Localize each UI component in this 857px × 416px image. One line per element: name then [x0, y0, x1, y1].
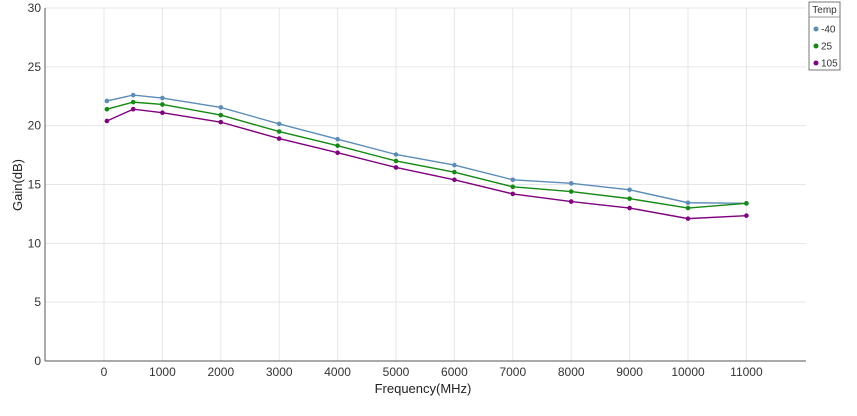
x-tick-label: 1000 [149, 365, 176, 379]
y-tick-label: 10 [28, 236, 42, 250]
data-point--40 [160, 95, 165, 101]
data-point--40 [510, 177, 516, 183]
data-point--40 [685, 200, 691, 206]
data-point-25 [104, 106, 110, 112]
y-tick-label: 15 [28, 178, 42, 192]
data-point--40 [104, 98, 110, 104]
data-point-25 [510, 184, 516, 190]
y-tick-label: 5 [34, 295, 41, 309]
data-point--40 [393, 152, 399, 157]
data-point--40 [452, 162, 457, 168]
legend-box [808, 1, 841, 71]
data-point-25 [393, 158, 399, 164]
data-point-105 [218, 119, 224, 125]
data-point--40 [335, 136, 340, 142]
data-point-25 [335, 143, 340, 148]
data-point-105 [627, 205, 632, 211]
legend-marker--40 [813, 26, 819, 32]
axes: 0 5 10 15 20 25 30 0 1000 2000 3000 4000 5000 6000 700… [28, 1, 806, 379]
y-tick-label: 20 [28, 119, 42, 133]
legend-label: 25 [821, 42, 833, 53]
data-point--40 [568, 181, 574, 186]
x-tick-label: 9000 [616, 365, 643, 379]
data-point-25 [452, 169, 457, 175]
series-group [104, 92, 749, 221]
x-tick-label: 3000 [266, 365, 293, 379]
data-point-105 [510, 191, 516, 197]
x-tick-label: 11000 [730, 365, 763, 379]
data-point-25 [685, 205, 691, 211]
data-point-25 [627, 196, 632, 201]
data-point-25 [130, 99, 136, 105]
x-tick-label: 5000 [383, 365, 410, 379]
data-point-105 [276, 136, 282, 141]
legend: Temp -40 25 105 [808, 1, 841, 71]
data-point-105 [130, 106, 136, 112]
legend-title: Temp [812, 5, 837, 16]
data-point-105 [160, 110, 165, 116]
data-point--40 [627, 187, 632, 193]
data-point--40 [130, 92, 136, 98]
x-tick-label: 4000 [324, 365, 351, 379]
data-point-105 [452, 177, 457, 183]
data-point-25 [568, 189, 574, 194]
legend-marker-25 [813, 43, 819, 49]
y-axis-label: Gain(dB) [10, 159, 25, 211]
data-point-105 [393, 165, 399, 170]
x-tick-label: 8000 [558, 365, 585, 379]
data-point-25 [218, 112, 224, 118]
y-tick-label: 25 [28, 60, 42, 74]
data-point-25 [744, 201, 749, 206]
data-point-105 [685, 216, 691, 221]
data-point-105 [744, 213, 749, 218]
x-axis-label: Frequency(MHz) [375, 381, 472, 396]
y-tick-label: 0 [34, 354, 41, 368]
data-point--40 [218, 105, 224, 110]
legend-label: -40 [821, 25, 836, 36]
data-point-25 [160, 102, 165, 107]
data-point-105 [104, 118, 110, 124]
legend-marker-105 [813, 60, 819, 66]
series-line-25 [106, 101, 747, 209]
data-point-105 [335, 150, 340, 156]
data-point--40 [276, 121, 282, 127]
x-tick-label: 6000 [441, 365, 468, 379]
y-tick-label: 30 [28, 1, 42, 15]
data-point-105 [568, 199, 574, 204]
legend-label: 105 [821, 59, 838, 70]
x-tick-label: 10000 [671, 365, 705, 379]
data-point-25 [276, 129, 282, 134]
x-tick-label: 7000 [499, 365, 526, 379]
grid [45, 7, 806, 361]
x-tick-label: 2000 [207, 365, 234, 379]
x-tick-label: 0 [101, 365, 108, 379]
